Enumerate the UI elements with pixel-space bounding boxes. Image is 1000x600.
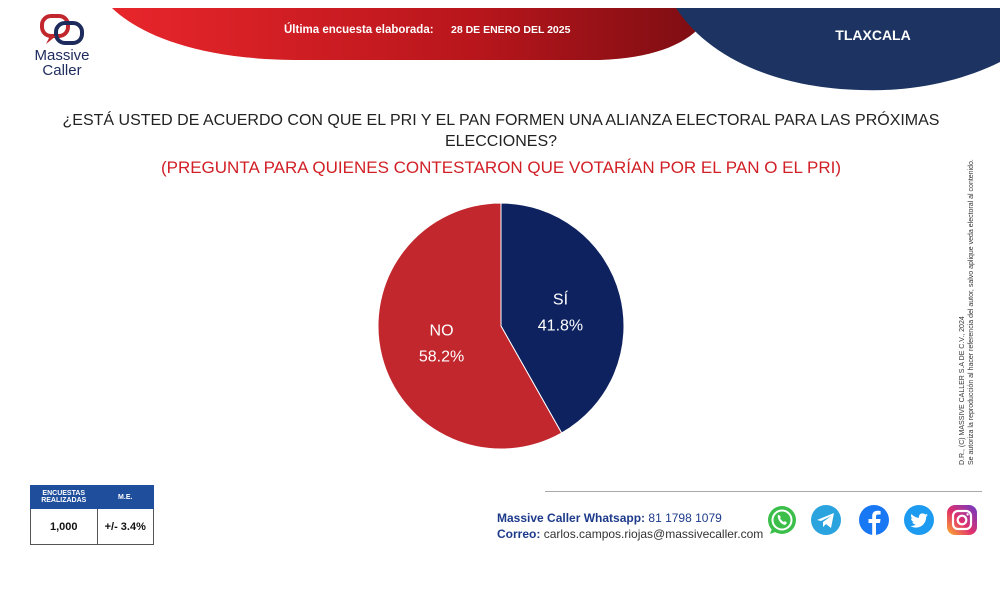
pie-value-si: 41.8% [538,317,583,334]
brand-logo-icon [40,14,84,45]
pie-chart: SÍ 41.8% NO 58.2% [377,202,625,450]
surveys-value: 1,000 [30,508,98,545]
whatsapp-contact: Massive Caller Whatsapp: 81 1798 1079 [497,511,722,525]
question-subtext: (PREGUNTA PARA QUIENES CONTESTARON QUE V… [160,158,842,177]
legal-notice: D.R., (C) MASSIVE CALLER S.A DE C.V., 20… [959,159,975,465]
instagram-icon[interactable] [946,504,978,536]
facebook-icon[interactable] [858,504,890,536]
survey-date: 28 DE ENERO DEL 2025 [451,24,571,36]
region-title: TLAXCALA [835,27,911,43]
pie-slice-no [377,202,563,450]
header-red-band [112,8,712,60]
email-contact: Correo: carlos.campos.riojas@massivecall… [497,527,764,541]
telegram-icon[interactable] [810,504,842,536]
whatsapp-icon[interactable] [766,504,798,536]
me-value: +/- 3.4% [96,508,154,545]
me-header: M.E. [96,485,154,509]
question-text: ¿ESTÁ USTED DE ACUERDO CON QUE EL PRI Y … [62,112,940,150]
pie-slice-si [500,202,625,434]
email-address[interactable]: carlos.campos.riojas@massivecaller.com [543,527,764,541]
whatsapp-number: 81 1798 1079 [648,511,722,525]
header-blue-band [676,8,1000,91]
pie-label-si: SÍ [553,289,569,308]
surveys-header: ENCUESTAS REALIZADAS [30,485,98,509]
pie-value-no: 58.2% [419,349,464,366]
stats-table: ENCUESTAS REALIZADAS M.E. 1,000 +/- 3.4% [30,485,154,545]
brand-name: Massive Caller [34,47,90,79]
twitter-icon[interactable] [903,504,935,536]
pie-label-no: NO [430,323,454,340]
footer-divider [545,491,982,492]
survey-date-label: Última encuesta elaborada: [284,24,434,36]
